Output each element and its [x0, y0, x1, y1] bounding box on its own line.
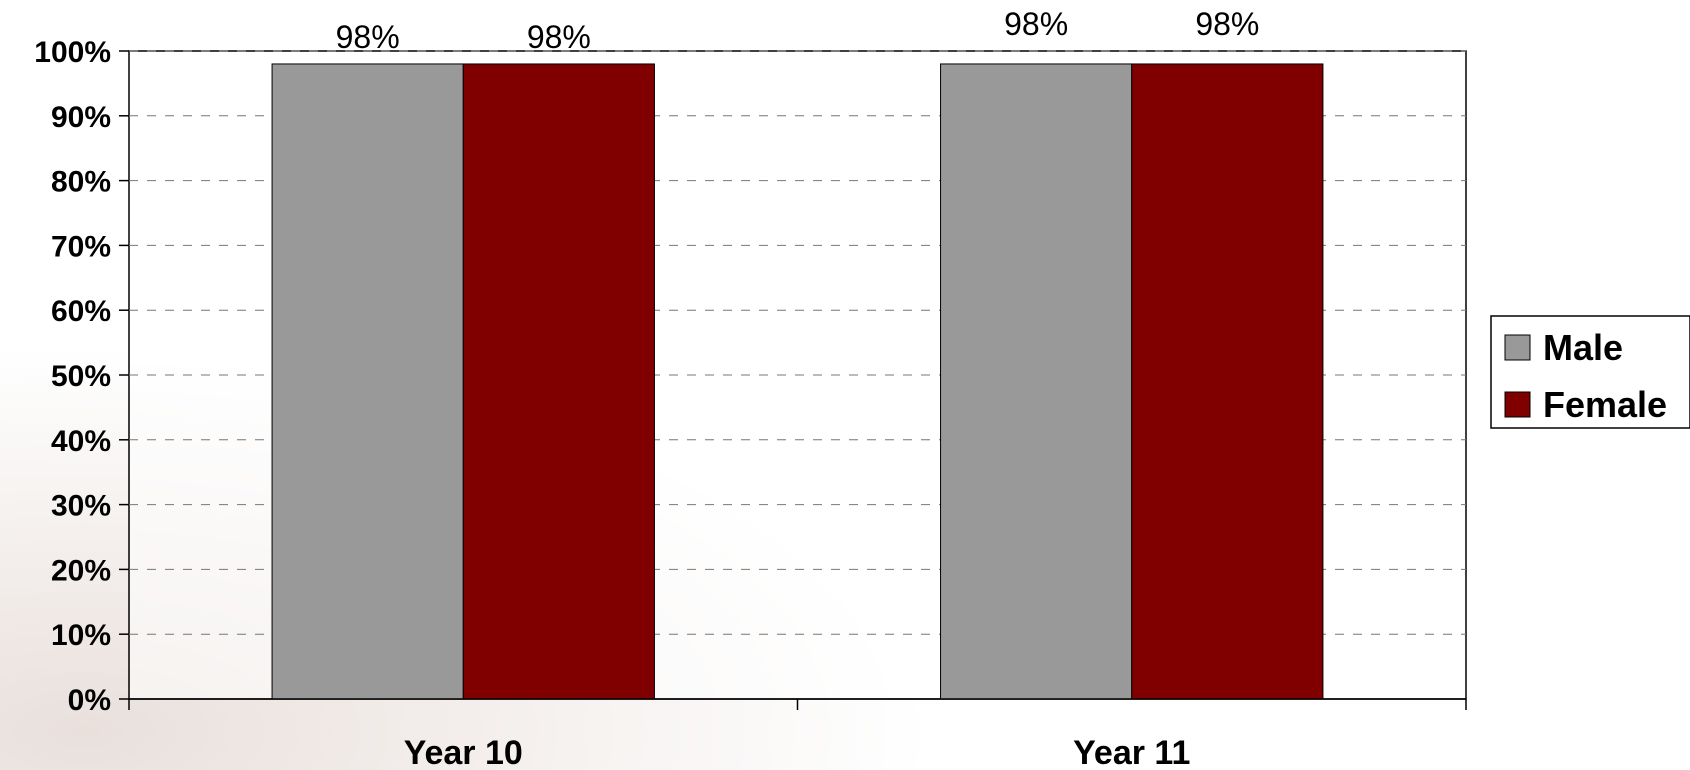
legend-swatch-male: [1504, 334, 1531, 361]
data-label: 98%: [1004, 6, 1068, 42]
bar-male-1: [271, 63, 464, 700]
y-axis: 0% 10% 20% 30% 40% 50% 60% 70% 80% 90% 100%: [34, 36, 129, 717]
y-tick-label: 70%: [51, 230, 111, 263]
data-label: 98%: [1195, 6, 1259, 42]
legend-label-male: Male: [1543, 327, 1623, 368]
y-tick-label: 50%: [51, 360, 111, 393]
bars: [271, 63, 1324, 700]
data-label: 98%: [336, 19, 400, 55]
bar-female-1: [462, 63, 655, 700]
bar-female-2: [1131, 63, 1324, 700]
legend-label-female: Female: [1543, 384, 1667, 425]
y-tick-label: 90%: [51, 101, 111, 134]
legend: Male Female: [1490, 315, 1690, 429]
y-tick-label: 40%: [51, 425, 111, 458]
data-label: 98%: [527, 19, 591, 55]
y-tick-label: 10%: [51, 619, 111, 652]
y-tick-label: 100%: [34, 36, 111, 69]
y-tick-label: 0%: [68, 684, 111, 717]
y-tick-label: 30%: [51, 490, 111, 523]
legend-swatch-female: [1504, 391, 1531, 418]
data-labels: 98% 98% 98% 98%: [336, 6, 1260, 55]
x-category-label: Year 11: [1073, 734, 1190, 770]
y-tick-label: 80%: [51, 166, 111, 199]
x-category-label: Year 10: [404, 734, 523, 770]
x-axis: Year 10 Year 11: [128, 698, 1467, 770]
bar-male-2: [940, 63, 1133, 700]
y-tick-label: 20%: [51, 554, 111, 587]
y-tick-label: 60%: [51, 295, 111, 328]
